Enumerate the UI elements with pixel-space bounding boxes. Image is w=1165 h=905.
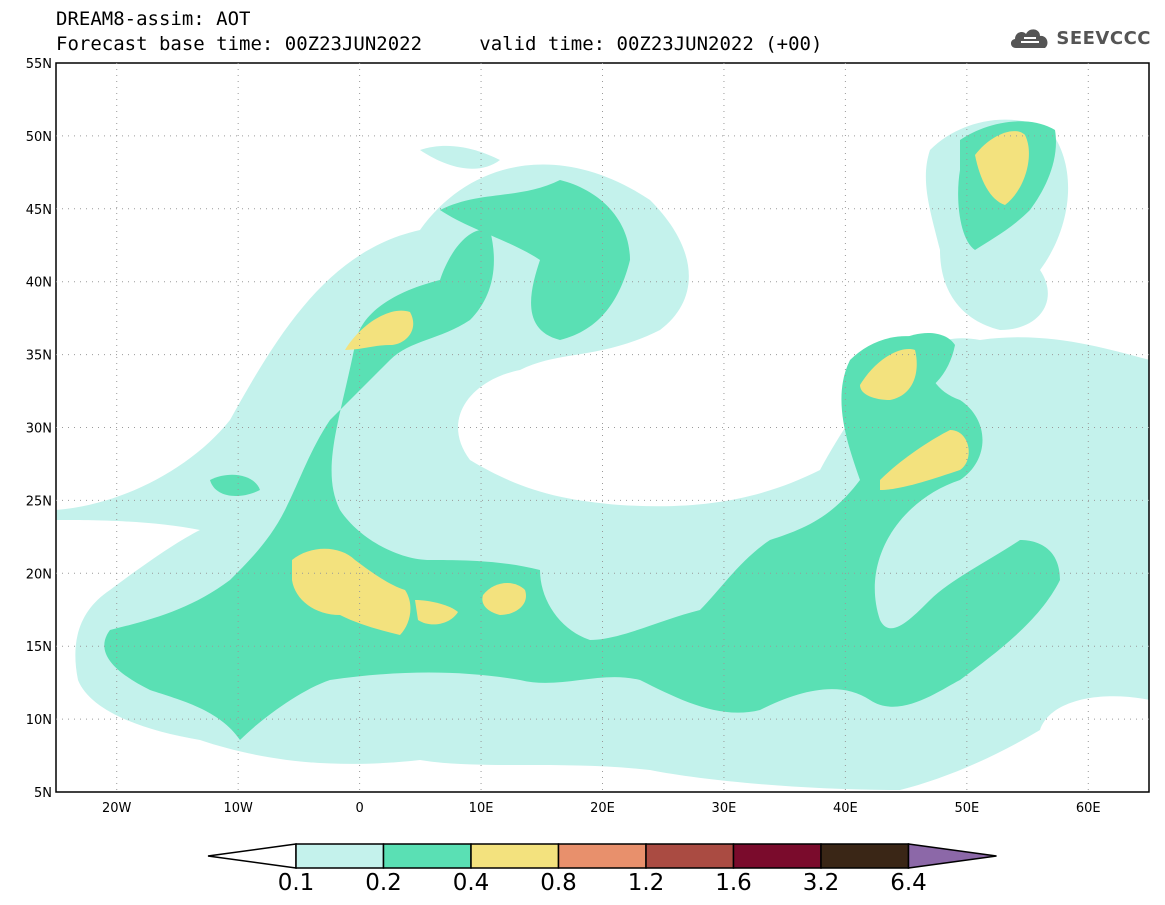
colorbar-label: 6.4 (890, 870, 927, 896)
lat-label: 15N (26, 640, 52, 655)
lat-label: 55N (26, 57, 52, 72)
seevccc-logo: SEEVCCC (1008, 24, 1151, 52)
lon-label: 10E (469, 801, 494, 816)
colorbar-box (295, 843, 385, 869)
colorbar-label: 1.6 (715, 870, 752, 896)
logo-text: SEEVCCC (1056, 27, 1151, 49)
lat-label: 5N (34, 786, 52, 801)
lat-label: 10N (26, 713, 52, 728)
aot-map: 55N 50N 45N 40N 35N 30N 25N 20N 15N 10N 5N 20W 10W 0 1… (26, 57, 1150, 816)
colorbar-label: 3.2 (802, 870, 840, 896)
lat-label: 30N (26, 422, 52, 437)
lat-label: 25N (26, 494, 52, 509)
colorbar-box (645, 843, 735, 869)
colorbar-min-arrow (207, 843, 297, 869)
colorbar-box (557, 843, 647, 869)
colorbar-label: 0.4 (452, 870, 490, 896)
lat-label: 45N (26, 203, 52, 218)
lon-label: 20W (102, 801, 132, 816)
lon-label: 10W (223, 801, 253, 816)
axis-labels: 55N 50N 45N 40N 35N 30N 25N 20N 15N 10N 5N 20W 10W 0 1… (26, 57, 1101, 816)
colorbar-label: 0.1 (277, 870, 315, 896)
lat-label: 20N (26, 567, 52, 582)
colorbar (207, 843, 997, 869)
graticule (56, 63, 1149, 792)
lat-label: 35N (26, 349, 52, 364)
lon-label: 60E (1076, 801, 1101, 816)
lon-label: 40E (833, 801, 858, 816)
lat-label: 40N (26, 276, 52, 291)
lon-label: 50E (954, 801, 979, 816)
colorbar-label: 0.2 (365, 870, 402, 896)
lon-label: 20E (590, 801, 615, 816)
cloud-icon (1011, 29, 1048, 48)
colorbar-box (820, 843, 910, 869)
colorbar-box (470, 843, 560, 869)
product-title: DREAM8-assim: AOT (56, 8, 251, 30)
base-time: Forecast base time: 00Z23JUN2022 (56, 33, 423, 55)
colorbar-box (732, 843, 822, 869)
aot-band-0-4 (292, 131, 1029, 635)
forecast-time-line: Forecast base time: 00Z23JUN2022 valid t… (56, 33, 822, 55)
colorbar-box (382, 843, 472, 869)
lon-label: 0 (355, 801, 363, 816)
colorbar-label: 1.2 (627, 870, 665, 896)
colorbar-max-arrow (907, 843, 997, 869)
colorbar-label: 0.8 (540, 870, 577, 896)
colorbar-labels: 0.1 0.2 0.4 0.8 1.2 1.6 3.2 6.4 (0, 870, 1165, 900)
valid-time: valid time: 00Z23JUN2022 (+00) (479, 33, 823, 55)
lon-label: 30E (712, 801, 737, 816)
lat-label: 50N (26, 130, 52, 145)
